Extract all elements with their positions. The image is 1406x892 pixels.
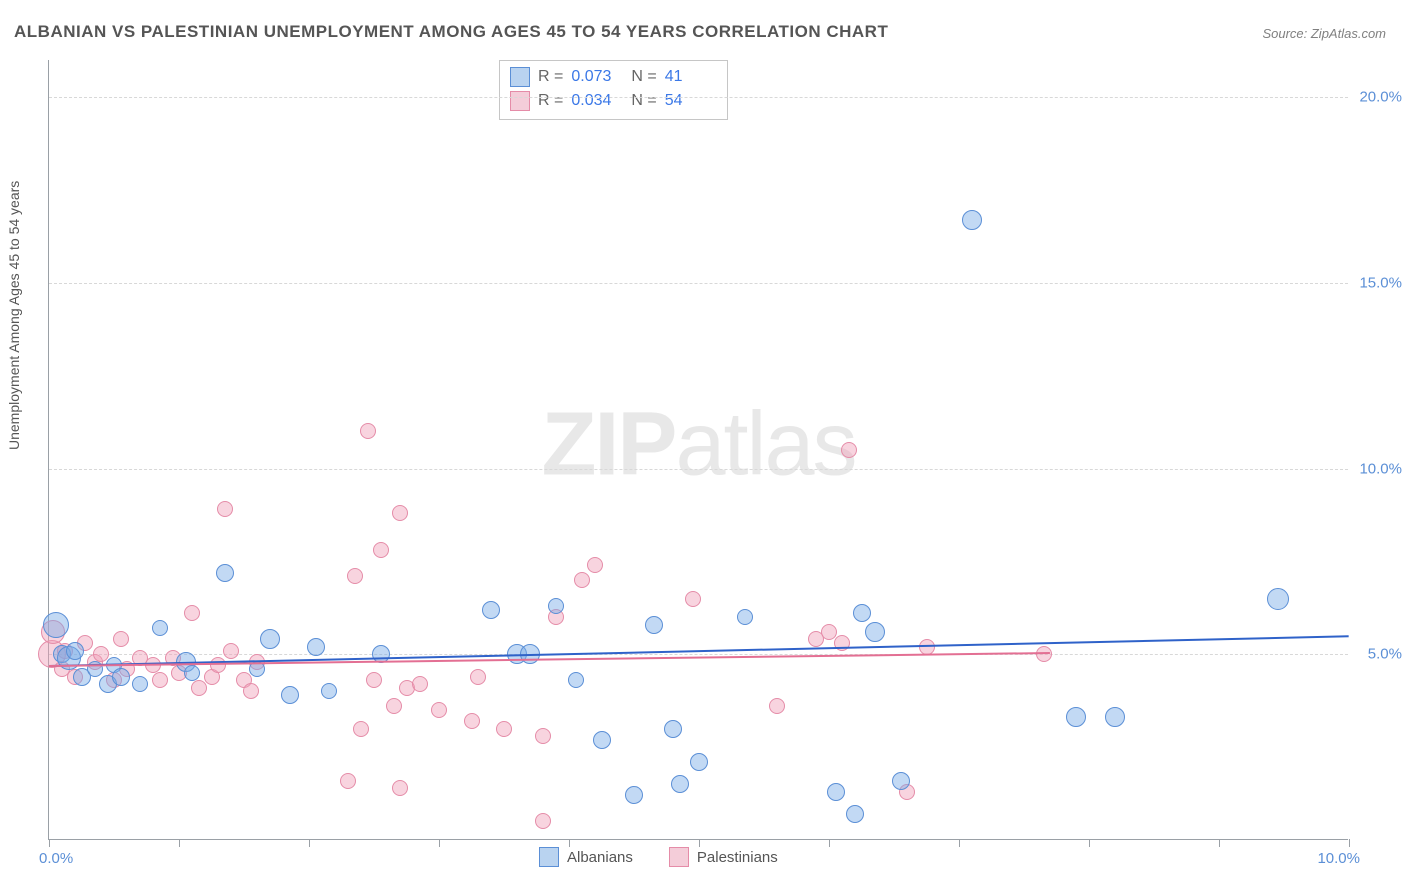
data-point <box>360 423 376 439</box>
data-point <box>664 720 682 738</box>
data-point <box>962 210 982 230</box>
data-point <box>281 686 299 704</box>
x-tick <box>49 839 50 847</box>
data-point <box>412 676 428 692</box>
data-point <box>841 442 857 458</box>
x-tick <box>699 839 700 847</box>
data-point <box>210 657 226 673</box>
data-point <box>321 683 337 699</box>
x-tick <box>1089 839 1090 847</box>
scatter-plot-area: ZIPatlas R = 0.073 N = 41 R = 0.034 N = … <box>48 60 1348 840</box>
data-point <box>548 598 564 614</box>
gridline <box>49 283 1348 284</box>
gridline <box>49 654 1348 655</box>
x-tick <box>829 839 830 847</box>
y-tick-label: 20.0% <box>1359 89 1402 106</box>
swatch-icon <box>510 67 530 87</box>
x-tick <box>1219 839 1220 847</box>
x-tick <box>959 839 960 847</box>
data-point <box>464 713 480 729</box>
data-point <box>846 805 864 823</box>
data-point <box>1036 646 1052 662</box>
data-point <box>307 638 325 656</box>
data-point <box>568 672 584 688</box>
data-point <box>152 620 168 636</box>
data-point <box>340 773 356 789</box>
data-point <box>132 676 148 692</box>
data-point <box>216 564 234 582</box>
legend-item: Palestinians <box>669 847 778 867</box>
legend-item: Albanians <box>539 847 633 867</box>
data-point <box>496 721 512 737</box>
data-point <box>574 572 590 588</box>
data-point <box>184 605 200 621</box>
x-axis-max-label: 10.0% <box>1317 850 1360 867</box>
data-point <box>1105 707 1125 727</box>
data-point <box>366 672 382 688</box>
x-tick <box>569 839 570 847</box>
data-point <box>260 629 280 649</box>
data-point <box>191 680 207 696</box>
chart-title: ALBANIAN VS PALESTINIAN UNEMPLOYMENT AMO… <box>14 22 888 42</box>
data-point <box>769 698 785 714</box>
data-point <box>347 568 363 584</box>
data-point <box>386 698 402 714</box>
data-point <box>1267 588 1289 610</box>
correlation-legend: R = 0.073 N = 41 R = 0.034 N = 54 <box>499 60 728 120</box>
data-point <box>587 557 603 573</box>
data-point <box>470 669 486 685</box>
gridline <box>49 469 1348 470</box>
data-point <box>112 668 130 686</box>
legend-row: R = 0.034 N = 54 <box>510 89 717 113</box>
data-point <box>865 622 885 642</box>
data-point <box>392 505 408 521</box>
data-point <box>690 753 708 771</box>
data-point <box>593 731 611 749</box>
y-axis-label: Unemployment Among Ages 45 to 54 years <box>6 181 22 450</box>
gridline <box>49 97 1348 98</box>
data-point <box>43 612 69 638</box>
data-point <box>671 775 689 793</box>
data-point <box>223 643 239 659</box>
data-point <box>827 783 845 801</box>
data-point <box>243 683 259 699</box>
swatch-icon <box>669 847 689 867</box>
data-point <box>737 609 753 625</box>
source-attribution: Source: ZipAtlas.com <box>1262 26 1386 41</box>
legend-row: R = 0.073 N = 41 <box>510 65 717 89</box>
data-point <box>217 501 233 517</box>
data-point <box>685 591 701 607</box>
data-point <box>66 642 84 660</box>
watermark-text: ZIPatlas <box>541 393 855 496</box>
swatch-icon <box>539 847 559 867</box>
data-point <box>645 616 663 634</box>
x-tick <box>1349 839 1350 847</box>
data-point <box>373 542 389 558</box>
data-point <box>853 604 871 622</box>
y-tick-label: 15.0% <box>1359 274 1402 291</box>
data-point <box>482 601 500 619</box>
x-axis-min-label: 0.0% <box>39 850 73 867</box>
x-tick <box>439 839 440 847</box>
data-point <box>625 786 643 804</box>
data-point <box>431 702 447 718</box>
swatch-icon <box>510 91 530 111</box>
data-point <box>113 631 129 647</box>
data-point <box>535 813 551 829</box>
data-point <box>392 780 408 796</box>
x-tick <box>309 839 310 847</box>
y-tick-label: 10.0% <box>1359 460 1402 477</box>
data-point <box>353 721 369 737</box>
data-point <box>184 665 200 681</box>
series-legend: Albanians Palestinians <box>539 847 778 867</box>
data-point <box>1066 707 1086 727</box>
data-point <box>152 672 168 688</box>
y-tick-label: 5.0% <box>1368 646 1402 663</box>
data-point <box>892 772 910 790</box>
x-tick <box>179 839 180 847</box>
data-point <box>535 728 551 744</box>
